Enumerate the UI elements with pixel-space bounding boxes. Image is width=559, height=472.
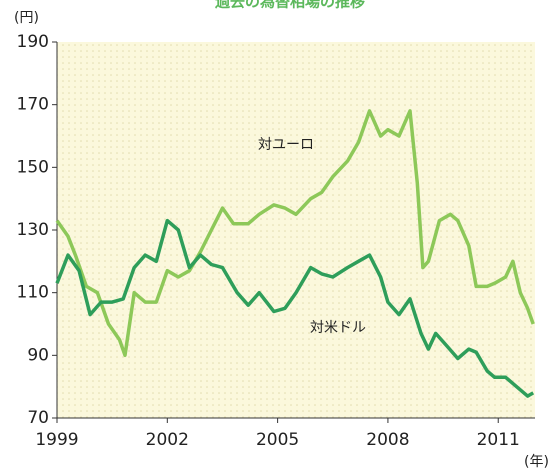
y-tick-label: 190 <box>17 32 49 52</box>
x-tick-label: 1999 <box>35 430 78 450</box>
x-axis-label: (年) <box>524 454 549 470</box>
x-tick-label: 2011 <box>477 430 520 450</box>
y-axis-label: (円) <box>14 10 39 26</box>
y-tick-label: 70 <box>27 408 49 428</box>
y-tick-label: 130 <box>17 220 49 240</box>
annotation: 対米ドル <box>310 320 366 336</box>
y-tick-label: 170 <box>17 95 49 115</box>
chart-title: 過去の為替相場の推移 <box>214 0 365 11</box>
x-tick-label: 2002 <box>146 430 189 450</box>
line-series <box>55 109 535 358</box>
line-series <box>55 218 535 398</box>
annotation: 対ユーロ <box>258 137 314 153</box>
x-tick-label: 2005 <box>256 430 299 450</box>
y-tick-label: 90 <box>27 345 49 365</box>
x-tick-label: 2008 <box>366 430 409 450</box>
y-tick-label: 150 <box>17 157 49 177</box>
y-tick-label: 110 <box>17 283 49 303</box>
